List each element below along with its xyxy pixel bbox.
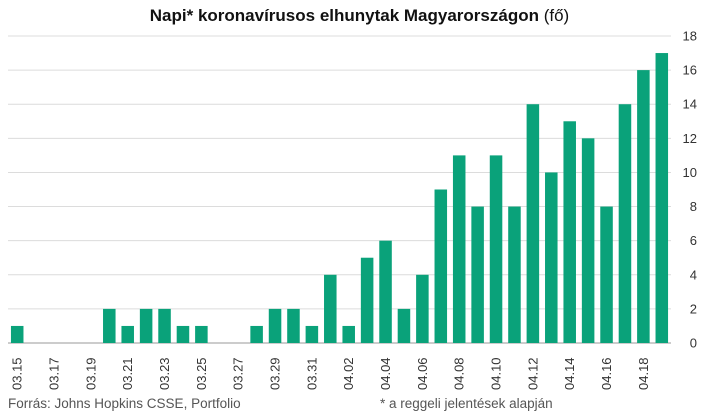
- bar-03.24: [176, 325, 190, 343]
- x-tick-label: 04.10: [489, 357, 504, 390]
- x-tick-label: 04.12: [525, 357, 540, 390]
- x-tick-label: 03.25: [194, 357, 209, 390]
- footnote: * a reggeli jelentések alapján: [380, 396, 553, 411]
- y-tick-label: 2: [690, 301, 697, 316]
- bar-04.11: [508, 206, 521, 343]
- bar-03.31: [305, 325, 319, 343]
- bar-04.07: [434, 189, 448, 343]
- bar-04.08: [452, 155, 466, 343]
- x-tick-label: 03.29: [268, 357, 283, 390]
- x-tick-label: 04.14: [562, 357, 577, 390]
- bar-03.23: [158, 308, 171, 343]
- x-tick-label: 04.04: [378, 357, 393, 390]
- bar-04.02: [342, 325, 355, 343]
- bar-03.15: [10, 325, 24, 343]
- bar-04.19: [655, 53, 669, 344]
- gridlines: [8, 35, 671, 344]
- y-tick-label: 12: [683, 131, 697, 146]
- bar-04.05: [397, 308, 411, 343]
- source-note: Forrás: Johns Hopkins CSSE, Portfolio: [8, 396, 241, 411]
- x-tick-label: 03.19: [83, 357, 98, 390]
- bars: [10, 53, 669, 344]
- x-tick-label: 03.21: [120, 357, 135, 390]
- x-tick-label: 04.06: [415, 357, 430, 390]
- bar-04.13: [545, 172, 558, 343]
- bar-03.22: [139, 308, 153, 343]
- bar-04.09: [471, 206, 484, 343]
- y-tick-label: 16: [683, 63, 697, 78]
- x-tick-label: 03.23: [157, 357, 172, 390]
- x-tick-label: 03.15: [10, 357, 25, 390]
- chart-title-unit: (fő): [543, 6, 570, 25]
- y-tick-label: 6: [690, 233, 697, 248]
- x-tick-label: 03.27: [231, 357, 246, 390]
- bar-04.17: [618, 104, 632, 343]
- x-tick-label: 04.02: [341, 357, 356, 390]
- bar-03.21: [121, 325, 134, 343]
- bar-03.29: [268, 308, 282, 343]
- y-tick-label: 8: [690, 199, 697, 214]
- bar-03.25: [195, 325, 208, 343]
- bar-03.20: [103, 308, 116, 343]
- y-tick-label: 0: [690, 336, 697, 351]
- x-axis-ticks: 03.15 03.17 03.19 03.21 03.23 03.25 03.27 03.29…: [10, 357, 651, 390]
- bar-04.01: [324, 274, 337, 343]
- bar-04.03: [360, 257, 374, 343]
- bar-04.16: [600, 206, 613, 343]
- x-tick-label: 04.08: [452, 357, 467, 390]
- bar-04.12: [526, 104, 540, 343]
- chart-title: Napi* koronavírusos elhunytak Magyarorsz…: [0, 6, 719, 26]
- bar-04.10: [489, 155, 503, 343]
- x-tick-label: 04.16: [599, 357, 614, 390]
- chart-title-main: Napi* koronavírusos elhunytak Magyarorsz…: [149, 6, 539, 25]
- bar-04.04: [379, 240, 392, 343]
- x-tick-label: 04.18: [636, 357, 651, 390]
- bar-04.15: [581, 138, 595, 343]
- x-tick-label: 03.17: [47, 357, 62, 390]
- bar-04.14: [563, 121, 576, 344]
- y-tick-label: 10: [683, 165, 697, 180]
- x-tick-label: 03.31: [304, 357, 319, 390]
- bar-04.18: [637, 70, 650, 343]
- bar-03.28: [250, 325, 263, 343]
- bar-03.30: [287, 308, 300, 343]
- y-tick-label: 4: [690, 267, 697, 282]
- y-axis-ticks: 0 2 4 6 8 10 12 14 16 18: [683, 29, 697, 351]
- y-tick-label: 18: [683, 29, 697, 44]
- y-tick-label: 14: [683, 97, 697, 112]
- bar-04.06: [416, 274, 429, 343]
